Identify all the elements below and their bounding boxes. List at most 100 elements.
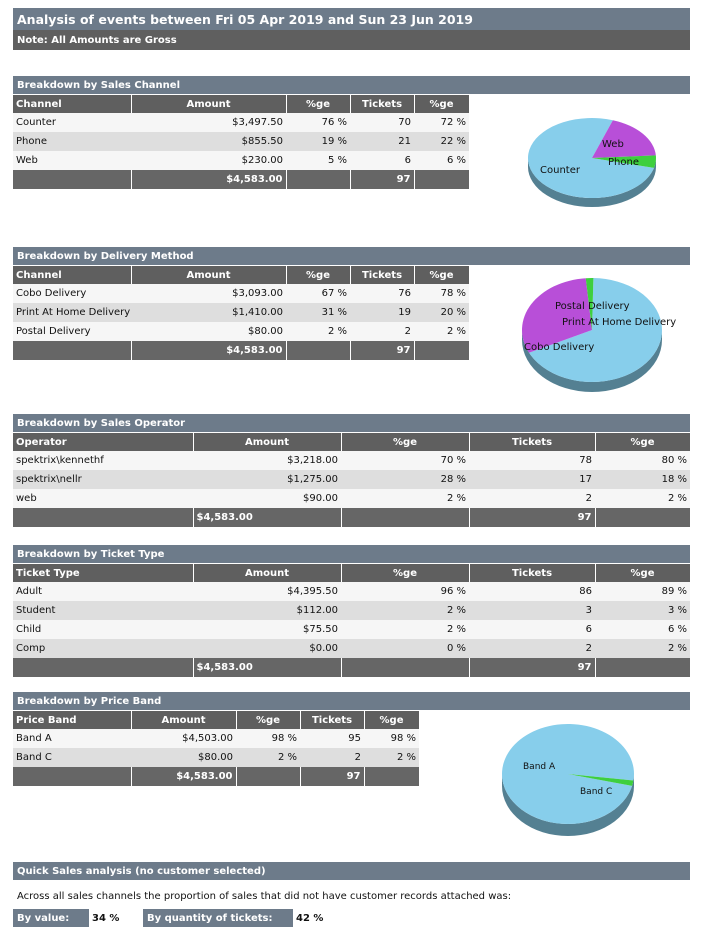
- table-cell: [286, 170, 351, 189]
- column-header: Channel: [13, 266, 132, 284]
- price-band-title-text: Breakdown by Price Band: [17, 695, 162, 707]
- table-row: Student $112.00 2 % 3 3 %: [13, 601, 690, 620]
- table-cell: [13, 341, 132, 360]
- table-cell: $75.50: [193, 620, 341, 639]
- table-cell: 97: [350, 341, 415, 360]
- table-cell: spektrix\kennethf: [13, 451, 193, 470]
- column-header: Tickets: [350, 95, 415, 113]
- pie-label: Cobo Delivery: [524, 342, 594, 353]
- table-row: spektrix\nellr $1,275.00 28 % 17 18 %: [13, 470, 690, 489]
- sales-operator-title-text: Breakdown by Sales Operator: [17, 417, 186, 429]
- table-cell: 19: [350, 303, 414, 322]
- table-cell: 3 %: [595, 601, 690, 620]
- table-cell: $4,583.00: [131, 170, 287, 189]
- table-row: Counter $3,497.50 76 % 70 72 %: [13, 113, 469, 132]
- column-header: Amount: [193, 564, 342, 582]
- table-cell: 86: [469, 582, 595, 601]
- table-header-row: Ticket Type Amount %ge Tickets %ge: [13, 564, 691, 582]
- table-cell: Child: [13, 620, 193, 639]
- table-cell: [13, 508, 194, 527]
- table-cell: $1,410.00: [131, 303, 286, 322]
- table-cell: 6 %: [414, 151, 469, 170]
- ticket-type-title: Breakdown by Ticket Type: [13, 545, 690, 563]
- column-header: %ge: [364, 711, 420, 729]
- table-cell: Comp: [13, 639, 193, 658]
- table-cell: 76: [350, 284, 414, 303]
- table-cell: [595, 508, 691, 527]
- table-cell: $80.00: [131, 322, 286, 341]
- table-cell: 2 %: [341, 620, 469, 639]
- pie-label: Band C: [580, 787, 612, 797]
- table-row: Cobo Delivery $3,093.00 67 % 76 78 %: [13, 284, 469, 303]
- table-cell: Band A: [13, 729, 131, 748]
- pie-label: Print At Home Delivery: [562, 317, 676, 328]
- column-header: Operator: [13, 433, 194, 451]
- table-cell: 18 %: [595, 470, 690, 489]
- table-cell: 2: [469, 489, 595, 508]
- table-cell: [286, 341, 351, 360]
- pie-slice-print-at-home-delivery: [522, 278, 592, 353]
- report-note-text: Note: All Amounts are Gross: [17, 34, 177, 46]
- table-cell: 0 %: [341, 639, 469, 658]
- column-header: %ge: [341, 433, 470, 451]
- by-quantity-label: By quantity of tickets:: [143, 909, 293, 927]
- column-header: %ge: [236, 711, 301, 729]
- sales-channel-table: Channel Amount %ge Tickets %ge Counter $…: [13, 95, 470, 189]
- ticket-type-title-text: Breakdown by Ticket Type: [17, 548, 165, 560]
- column-header: Ticket Type: [13, 564, 194, 582]
- column-header: Amount: [131, 266, 287, 284]
- table-cell: [13, 767, 132, 786]
- table-cell: 70: [350, 113, 414, 132]
- report-title-text: Analysis of events between Fri 05 Apr 20…: [17, 11, 473, 27]
- table-cell: 28 %: [341, 470, 469, 489]
- table-cell: $3,497.50: [131, 113, 286, 132]
- table-cell: [341, 508, 470, 527]
- sales-channel-pie-chart: Counter Phone Web: [528, 117, 656, 207]
- pie-side: [522, 330, 662, 392]
- table-total-row: $4,583.00 97: [13, 767, 420, 786]
- table-cell: 72 %: [414, 113, 469, 132]
- table-cell: Band C: [13, 748, 131, 767]
- quick-sales-title: Quick Sales analysis (no customer select…: [13, 862, 690, 880]
- column-header: %ge: [595, 564, 691, 582]
- column-header: Amount: [131, 711, 237, 729]
- table-cell: $855.50: [131, 132, 286, 151]
- table-cell: 2: [350, 322, 414, 341]
- table-cell: 70 %: [341, 451, 469, 470]
- quick-sales-description: Across all sales channels the proportion…: [17, 891, 512, 902]
- table-cell: 2 %: [364, 748, 419, 767]
- table-cell: $4,583.00: [131, 341, 287, 360]
- table-cell: 97: [300, 767, 365, 786]
- column-header: %ge: [414, 95, 470, 113]
- sales-channel-title-text: Breakdown by Sales Channel: [17, 79, 181, 91]
- column-header: %ge: [595, 433, 691, 451]
- table-cell: $3,218.00: [193, 451, 341, 470]
- table-row: Phone $855.50 19 % 21 22 %: [13, 132, 469, 151]
- table-cell: 31 %: [286, 303, 350, 322]
- table-cell: 98 %: [364, 729, 419, 748]
- column-header: %ge: [286, 266, 351, 284]
- table-cell: $4,583.00: [193, 508, 342, 527]
- table-row: Band C $80.00 2 % 2 2 %: [13, 748, 419, 767]
- table-total-row: $4,583.00 97: [13, 341, 470, 360]
- table-cell: 97: [469, 658, 596, 677]
- by-value-label: By value:: [13, 909, 89, 927]
- column-header: Amount: [131, 95, 287, 113]
- by-quantity-label-text: By quantity of tickets:: [147, 912, 273, 924]
- table-row: web $90.00 2 % 2 2 %: [13, 489, 690, 508]
- column-header: %ge: [414, 266, 470, 284]
- table-cell: Postal Delivery: [13, 322, 131, 341]
- table-row: Web $230.00 5 % 6 6 %: [13, 151, 469, 170]
- pie-slice-postal-delivery: [585, 277, 594, 330]
- pie-label: Postal Delivery: [555, 301, 630, 312]
- table-header-row: Operator Amount %ge Tickets %ge: [13, 433, 691, 451]
- column-header: Tickets: [350, 266, 415, 284]
- quick-sales-title-text: Quick Sales analysis (no customer select…: [17, 865, 266, 877]
- table-cell: $3,093.00: [131, 284, 286, 303]
- table-cell: 96 %: [341, 582, 469, 601]
- pie-side: [528, 158, 656, 207]
- column-header: Channel: [13, 95, 132, 113]
- table-row: Comp $0.00 0 % 2 2 %: [13, 639, 690, 658]
- table-cell: 2 %: [595, 639, 690, 658]
- delivery-method-pie-chart: Cobo Delivery Print At Home Delivery Posta…: [522, 277, 676, 392]
